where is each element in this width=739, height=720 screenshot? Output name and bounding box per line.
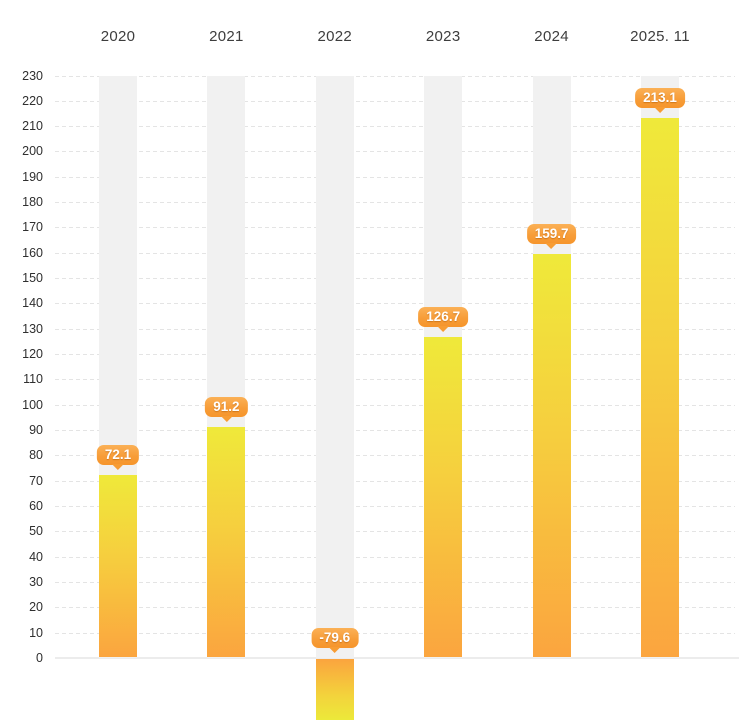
- value-badge: -79.6: [311, 628, 359, 648]
- value-badge: 72.1: [96, 445, 140, 466]
- gridline: [55, 354, 735, 356]
- gridline: [55, 126, 735, 128]
- gridline: [55, 430, 735, 432]
- bar[interactable]: [532, 253, 571, 657]
- gridline: [55, 506, 735, 508]
- y-axis-tick-label: 130: [22, 321, 43, 336]
- gridline: [55, 252, 735, 254]
- y-axis-tick-label: 50: [29, 524, 43, 539]
- bar[interactable]: [424, 337, 463, 657]
- gridline: [55, 531, 735, 533]
- gridline: [55, 100, 735, 102]
- gridline: [55, 480, 735, 482]
- bar[interactable]: [641, 118, 679, 657]
- gridline: [55, 632, 735, 634]
- gridline: [55, 404, 735, 406]
- y-axis-tick-label: 160: [22, 245, 43, 260]
- value-badge: 126.7: [418, 307, 469, 328]
- y-axis-tick-label: 10: [29, 625, 43, 640]
- bar[interactable]: [99, 475, 137, 657]
- y-axis-tick-label: 20: [29, 600, 43, 615]
- gridline: [55, 556, 735, 558]
- bar[interactable]: [315, 659, 354, 720]
- x-axis-label: 2025. 11: [630, 28, 690, 45]
- gridline: [55, 278, 735, 280]
- y-axis-tick-label: 90: [29, 423, 43, 438]
- gridline: [55, 582, 735, 584]
- y-axis-tick-label: 110: [23, 372, 43, 387]
- x-axis-label: 2020: [100, 28, 136, 45]
- x-axis-label: 2022: [317, 28, 353, 45]
- x-axis-label: 2021: [209, 28, 244, 45]
- gridline: [55, 328, 735, 330]
- value-badge: 213.1: [635, 88, 685, 109]
- column-background: [315, 75, 354, 658]
- y-axis-tick-label: 60: [29, 499, 43, 514]
- gridline: [55, 151, 735, 153]
- y-axis-tick-label: 180: [22, 195, 43, 210]
- y-axis-tick-label: 140: [22, 296, 43, 311]
- gridline: [55, 176, 735, 178]
- y-axis-tick-label: 80: [29, 448, 43, 463]
- gridline: [55, 607, 735, 609]
- y-axis-tick-label: 30: [29, 575, 43, 590]
- gridline: [55, 202, 735, 204]
- value-badge: 91.2: [205, 397, 248, 418]
- y-axis-tick-label: 120: [22, 347, 43, 362]
- gridline: [55, 455, 735, 457]
- x-axis-label: 2023: [425, 28, 461, 45]
- y-axis-tick-label: 70: [29, 473, 43, 488]
- gridline: [55, 227, 735, 229]
- y-axis-tick-label: 230: [22, 68, 43, 83]
- gridline: [55, 379, 735, 381]
- y-axis-tick-label: 0: [36, 651, 43, 665]
- x-axis-label: 2024: [534, 28, 569, 45]
- y-axis-tick-label: 40: [29, 549, 43, 564]
- gridline: [55, 75, 735, 77]
- y-axis-tick-label: 150: [22, 271, 43, 286]
- y-axis-tick-label: 100: [22, 397, 43, 412]
- y-axis-tick-label: 170: [22, 220, 43, 235]
- y-axis-tick-label: 190: [22, 169, 43, 184]
- y-axis-tick-label: 220: [22, 93, 43, 108]
- value-badge: 159.7: [526, 223, 577, 244]
- y-axis-tick-label: 200: [22, 144, 43, 159]
- zero-axis-line: [55, 657, 739, 659]
- y-axis-tick-label: 210: [22, 119, 43, 134]
- bar[interactable]: [207, 427, 246, 657]
- gridline: [55, 303, 735, 305]
